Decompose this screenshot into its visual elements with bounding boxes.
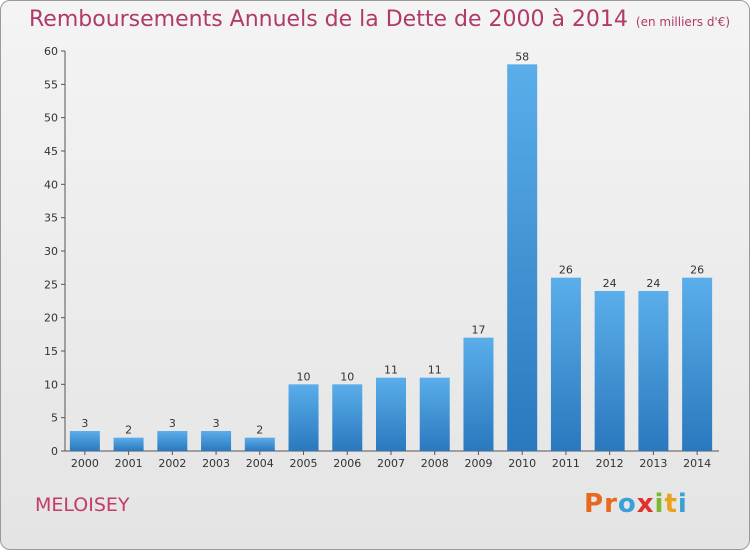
value-label-2007: 11 [384, 364, 398, 377]
y-tick-label: 5 [51, 412, 58, 425]
y-tick-label: 0 [51, 445, 58, 458]
logo-letter: x [636, 489, 655, 519]
value-label-2001: 2 [125, 424, 132, 437]
x-tick-label-2006: 2006 [333, 457, 361, 470]
town-name: MELOISEY [35, 494, 130, 516]
value-label-2002: 3 [169, 417, 176, 430]
x-tick-label-2007: 2007 [377, 457, 405, 470]
bar-2009 [463, 337, 494, 451]
bar-2008 [419, 377, 450, 451]
bar-2002 [157, 431, 188, 451]
value-label-2006: 10 [340, 370, 354, 383]
y-tick-label: 55 [44, 78, 58, 91]
x-tick-label-2013: 2013 [639, 457, 667, 470]
bar-2000 [69, 431, 100, 451]
x-tick-label-2012: 2012 [596, 457, 624, 470]
x-tick-label-2010: 2010 [508, 457, 536, 470]
chart-title-text: Remboursements Annuels de la Dette de 20… [29, 7, 628, 32]
value-label-2004: 2 [256, 424, 263, 437]
bar-2006 [332, 384, 363, 451]
y-tick-label: 35 [44, 212, 58, 225]
x-tick-label-2002: 2002 [158, 457, 186, 470]
y-tick-label: 60 [44, 45, 58, 58]
y-tick-label: 25 [44, 278, 58, 291]
x-tick-label-2011: 2011 [552, 457, 580, 470]
bar-2011 [550, 277, 581, 451]
x-tick-label-2005: 2005 [290, 457, 318, 470]
x-tick-label-2000: 2000 [71, 457, 99, 470]
logo-letter: i [654, 489, 665, 519]
x-tick-label-2009: 2009 [464, 457, 492, 470]
bar-2005 [288, 384, 319, 451]
bar-2007 [376, 377, 406, 451]
chart-title: Remboursements Annuels de la Dette de 20… [29, 7, 730, 32]
logo-letter: i [677, 489, 688, 519]
x-tick-label-2001: 2001 [115, 457, 143, 470]
y-tick-label: 50 [44, 112, 58, 125]
y-tick-label: 45 [44, 145, 58, 158]
logo-letter: o [617, 489, 637, 519]
bar-2003 [201, 431, 232, 451]
value-label-2008: 11 [428, 364, 442, 377]
bar-2012 [594, 291, 625, 451]
bar-2014 [682, 277, 713, 451]
value-label-2009: 17 [471, 324, 485, 337]
x-tick-label-2008: 2008 [421, 457, 449, 470]
value-label-2000: 3 [81, 417, 88, 430]
bar-2001 [113, 437, 144, 451]
x-tick-label-2004: 2004 [246, 457, 274, 470]
value-label-2011: 26 [559, 264, 573, 277]
y-tick-label: 15 [44, 345, 58, 358]
y-tick-label: 40 [44, 178, 58, 191]
proxiti-logo: Proxiti [584, 489, 688, 519]
bar-2004 [244, 437, 275, 451]
value-label-2013: 24 [646, 277, 660, 290]
value-label-2014: 26 [690, 264, 704, 277]
value-label-2005: 10 [297, 370, 311, 383]
y-tick-label: 20 [44, 312, 58, 325]
bar-2013 [638, 291, 669, 451]
value-label-2010: 58 [515, 50, 529, 63]
bar-2010 [507, 64, 538, 452]
logo-letter: t [664, 489, 678, 519]
value-label-2003: 3 [213, 417, 220, 430]
logo-letter: P [584, 489, 605, 519]
logo-letter: r [604, 489, 618, 519]
value-label-2012: 24 [603, 277, 617, 290]
y-tick-label: 10 [44, 378, 58, 391]
x-tick-label-2014: 2014 [683, 457, 711, 470]
chart-unit: (en milliers d'€) [635, 15, 731, 29]
y-tick-label: 30 [44, 245, 58, 258]
x-tick-label-2003: 2003 [202, 457, 230, 470]
